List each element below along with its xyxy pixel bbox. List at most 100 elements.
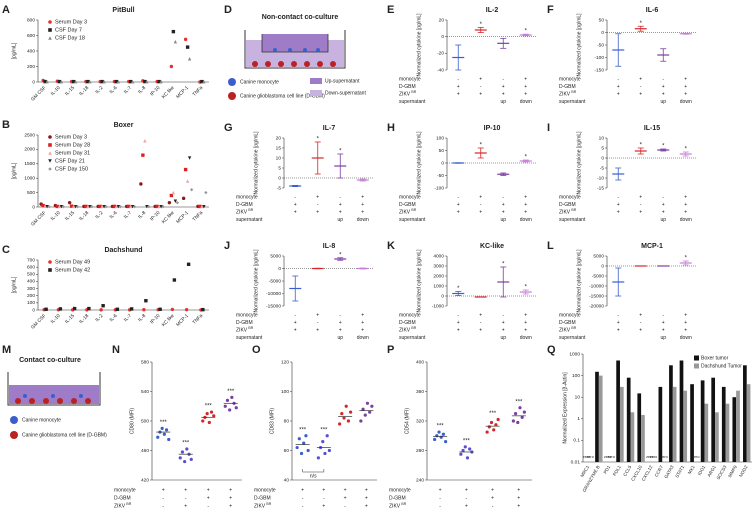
condition-value: - (439, 495, 441, 501)
condition-value: - (502, 194, 504, 200)
marker (48, 268, 52, 272)
condition-value: + (617, 84, 620, 90)
point (323, 451, 327, 456)
condition-label-sup: BR (266, 502, 271, 506)
legend-icon (10, 431, 18, 439)
point (306, 448, 310, 453)
x-tick-label: GATA3 (663, 464, 675, 479)
condition-value: - (640, 84, 642, 90)
diagram-label: Canine monocyte (22, 417, 61, 423)
condition-label: supernatant (559, 335, 586, 341)
y-axis-label: Normalized cytokine [pg/mL] (416, 13, 422, 77)
significance: * (685, 256, 688, 262)
point (492, 428, 496, 432)
x-tick-label: MX1 (687, 464, 696, 475)
condition-value: - (323, 495, 325, 501)
x-tick-label: IL-18 (78, 210, 90, 222)
condition-label: D-GBM (399, 320, 416, 326)
y-tick-label: 200 (27, 64, 35, 70)
condition-value: + (639, 327, 642, 333)
point (225, 398, 230, 402)
condition-label-sup: BR (571, 326, 576, 330)
condition-label: monocyte (559, 194, 581, 200)
significance: * (662, 144, 665, 150)
marker (67, 200, 72, 205)
condition-label: supernatant (399, 335, 426, 341)
marker (189, 188, 194, 192)
point (487, 425, 491, 429)
significance: * (502, 262, 505, 268)
y-tick-label: 400 (27, 279, 35, 285)
condition-value: + (229, 503, 232, 509)
chart-title: IL-2 (486, 7, 499, 14)
y-tick-label: 0.01 (571, 459, 581, 465)
significance: *** (320, 427, 328, 433)
diagram-label: Canine monocyte (240, 79, 279, 85)
condition-value: + (457, 327, 460, 333)
diagram-label: Canine glioblastoma cell line (D-GBM) (240, 93, 325, 99)
y-tick-label: -15000 (589, 293, 604, 299)
x-tick-label: IL-6 (109, 210, 119, 220)
significance: * (640, 21, 643, 27)
bar (721, 386, 726, 462)
condition-label: D-GBM (559, 320, 576, 326)
y-tick-label: -5 (277, 185, 282, 191)
significance: * (339, 149, 342, 155)
point (437, 430, 441, 434)
condition-value: + (524, 194, 527, 200)
point (162, 432, 166, 436)
condition-value: down (520, 99, 532, 105)
bracket (302, 469, 325, 473)
condition-label: ZIKV (559, 91, 571, 97)
condition-label: monocyte (236, 312, 258, 318)
insert (261, 34, 329, 53)
y-tick-label: 360 (416, 389, 424, 395)
condition-value: up (337, 335, 343, 341)
condition-value: + (524, 84, 527, 90)
legend-icon (10, 416, 18, 424)
x-tick-label: MCP-1 (175, 85, 190, 100)
y-tick-label: 100 (572, 373, 580, 379)
point (444, 440, 448, 444)
condition-label-sup: BR (411, 208, 416, 212)
condition-value: + (639, 194, 642, 200)
bar (700, 380, 705, 462)
bar (743, 365, 747, 462)
condition-value: + (322, 503, 325, 509)
y-tick-label: 0 (32, 79, 35, 85)
condition-label: supernatant (399, 99, 426, 105)
point (160, 426, 164, 430)
marker (115, 307, 120, 311)
panel-letter: C (2, 244, 10, 256)
condition-value: + (639, 76, 642, 82)
marker (145, 205, 149, 209)
condition-value: + (684, 84, 687, 90)
condition-value: - (502, 76, 504, 82)
y-tick-label: 60 (284, 448, 290, 454)
condition-value: + (361, 209, 364, 215)
marker (129, 307, 134, 311)
condition-value: - (207, 503, 209, 509)
condition-label: ZIKV (254, 503, 266, 509)
condition-value: + (207, 487, 210, 493)
condition-value: - (480, 84, 482, 90)
bar (598, 375, 603, 462)
y-axis-label: [pg/mL] (11, 42, 17, 59)
y-axis-label: CD83 (MFI) (269, 408, 275, 434)
condition-value: + (301, 487, 304, 493)
condition-value: + (229, 495, 232, 501)
condition-value: + (229, 487, 232, 493)
x-tick-label: IL-8 (137, 210, 147, 220)
condition-value: + (339, 320, 342, 326)
panel-letter: L (547, 240, 554, 252)
condition-value: + (365, 487, 368, 493)
y-tick-label: 100 (27, 300, 35, 306)
condition-value: + (479, 312, 482, 318)
y-axis-label: Normalized cytokine [pg/mL] (576, 131, 582, 195)
marker (145, 79, 149, 84)
x-tick-label: TNFa (191, 210, 204, 223)
condition-value: + (684, 76, 687, 82)
condition-value: + (639, 312, 642, 318)
point (439, 435, 443, 439)
condition-value: - (617, 194, 619, 200)
